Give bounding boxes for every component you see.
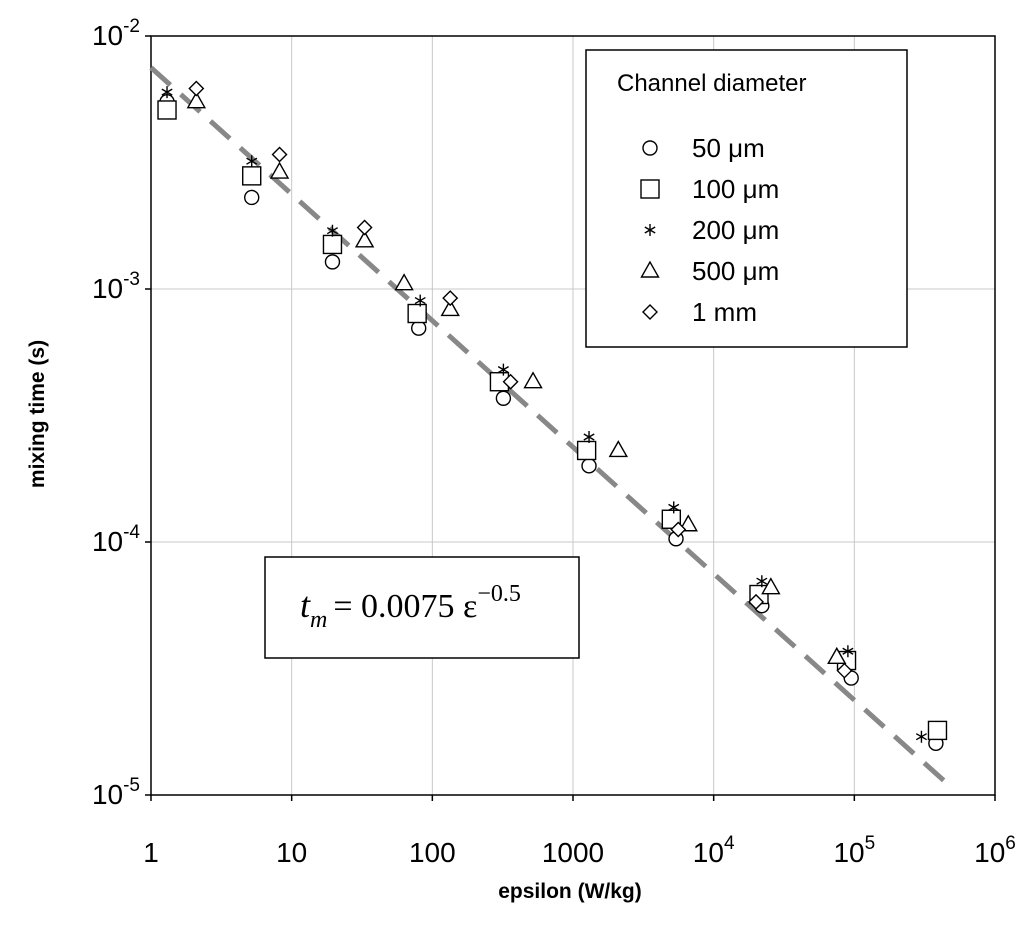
x-tick-label: 10 — [276, 837, 307, 868]
equation-exponent: −0.5 — [477, 581, 521, 607]
series-asterisk — [161, 86, 927, 743]
data-point — [497, 363, 509, 376]
data-point — [756, 575, 768, 588]
legend-label: 200 μm — [692, 215, 779, 245]
series-diamond — [188, 80, 853, 679]
legend-items: 50 μm 100 μm 200 μm 500 μm 1 mm — [640, 133, 779, 327]
legend-box — [585, 49, 908, 348]
data-point — [161, 86, 173, 99]
data-point — [246, 155, 258, 168]
x-tick-label: 104 — [693, 833, 735, 868]
fit-line — [149, 65, 955, 791]
data-point — [407, 303, 427, 324]
legend-label: 50 μm — [692, 133, 765, 163]
x-tick-label: 100 — [409, 837, 456, 868]
x-tick-label: 105 — [833, 833, 875, 868]
data-point — [661, 509, 682, 529]
data-point — [842, 645, 854, 658]
data-point — [748, 593, 765, 610]
data-point — [581, 458, 597, 474]
x-tick-label: 106 — [974, 833, 1016, 868]
y-tick-label: 10-2 — [92, 16, 140, 51]
legend-marker — [640, 179, 660, 199]
data-point — [157, 100, 177, 120]
x-axis-tick-labels: 1 10 100 1000 104 105 106 — [143, 795, 1016, 868]
legend: Channel diameter 50 μm 100 μm 200 μm 500 μm… — [585, 49, 908, 348]
data-point — [523, 371, 543, 389]
data-point — [827, 646, 847, 665]
data-point — [761, 577, 781, 595]
data-point — [324, 254, 341, 270]
data-point — [411, 320, 427, 336]
data-markers — [157, 80, 948, 752]
equation-box: tm = 0.0075 ε−0.5 — [264, 556, 580, 659]
y-tick-label: 10-4 — [92, 522, 140, 557]
data-point — [442, 290, 459, 307]
data-point — [354, 230, 375, 248]
data-point — [836, 662, 853, 679]
data-point — [670, 521, 687, 538]
equation-lhs-subscript: m — [310, 607, 327, 633]
data-point — [394, 273, 414, 291]
y-tick-label: 10-3 — [92, 269, 140, 304]
equation-rhs: = 0.0075 ε — [333, 588, 477, 625]
data-point — [440, 299, 460, 317]
equation-border — [264, 556, 580, 659]
legend-label: 500 μm — [692, 256, 779, 286]
data-point — [269, 161, 290, 179]
data-point — [608, 440, 629, 458]
data-point — [322, 234, 343, 255]
power-law-fit-line — [149, 65, 955, 791]
data-point — [668, 501, 680, 514]
data-point — [583, 431, 595, 444]
data-point — [495, 390, 512, 406]
data-point — [502, 373, 519, 390]
equation-text: tm = 0.0075 ε−0.5 — [300, 581, 521, 633]
data-point — [356, 219, 373, 236]
y-tick-label: 10-5 — [92, 775, 140, 810]
data-point — [244, 189, 260, 206]
data-point — [326, 224, 339, 237]
legend-label: 100 μm — [692, 174, 779, 204]
legend-marker — [644, 224, 656, 236]
legend-label: 1 mm — [692, 297, 757, 327]
data-point — [242, 166, 262, 186]
data-point — [576, 440, 597, 461]
y-axis-title: mixing time (s) — [26, 340, 49, 488]
data-point — [414, 294, 426, 307]
data-point — [927, 720, 948, 741]
x-tick-label: 1 — [143, 837, 159, 868]
data-point — [186, 91, 207, 109]
legend-marker — [640, 260, 660, 278]
legend-marker — [642, 304, 658, 320]
data-point — [915, 730, 927, 743]
data-point — [188, 80, 205, 97]
y-axis-tick-labels: 10-2 10-3 10-4 10-5 — [92, 16, 151, 810]
data-point — [678, 514, 698, 532]
x-axis-title: epsilon (W/kg) — [498, 880, 642, 903]
data-point — [271, 146, 288, 163]
equation-lhs: t — [300, 585, 311, 625]
legend-title: Channel diameter — [617, 70, 806, 97]
series-triangle — [186, 91, 847, 665]
legend-marker — [642, 140, 658, 156]
x-tick-label: 1000 — [542, 837, 604, 868]
